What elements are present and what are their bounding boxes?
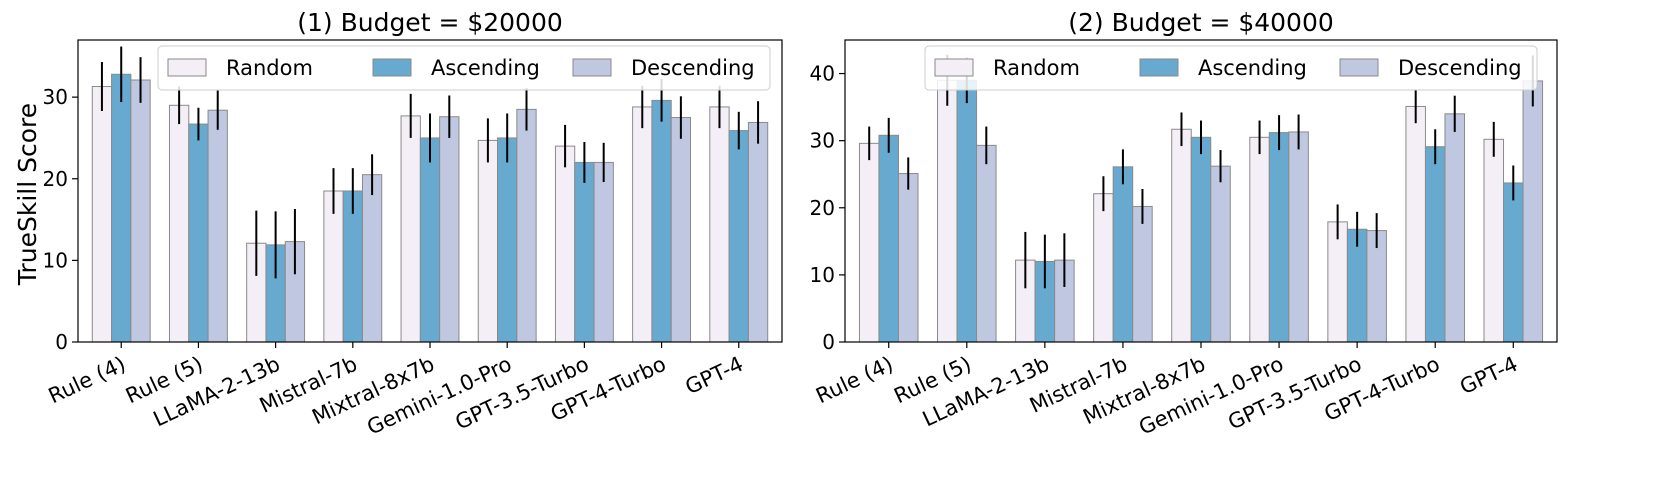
bar-ascending-rule-5: [188, 123, 209, 343]
y-tick-label: 20: [810, 196, 835, 220]
bar-random-gpt-3-5-turbo: [1327, 221, 1348, 343]
bar-ascending-gpt-3-5-turbo: [574, 161, 595, 343]
bar-descending-rule-4: [130, 79, 151, 343]
bar-ascending-mixtral-8x7b: [419, 137, 441, 343]
bar-random-mistral-7b: [1093, 193, 1114, 343]
chart-title: (1) Budget = $20000: [297, 8, 563, 37]
bar-ascending-gemini-1-0-pro: [1268, 132, 1290, 343]
legend-swatch-descending: [572, 58, 612, 77]
bar-ascending-gpt-4-turbo: [651, 99, 672, 343]
legend-swatch-descending: [1339, 58, 1379, 77]
y-tick-label: 10: [43, 248, 68, 272]
bar-descending-rule-5: [207, 109, 228, 343]
bar-descending-gpt-4-turbo: [670, 117, 692, 343]
x-tick-label: GPT-4: [1456, 352, 1521, 399]
bar-ascending-gemini-1-0-pro: [497, 137, 518, 343]
bar-random-rule-5: [937, 79, 958, 343]
bar-ascending-gpt-4: [728, 130, 749, 343]
bar-random-gemini-1-0-pro: [477, 139, 499, 343]
legend: [924, 45, 1538, 91]
bar-random-mixtral-8x7b: [400, 115, 421, 343]
bar-random-rule-4: [91, 86, 113, 343]
y-tick-label: 20: [43, 167, 68, 191]
x-tick-label: GPT-4: [682, 352, 747, 399]
bar-descending-rule-5: [976, 144, 997, 343]
legend-label-descending: Descending: [1398, 56, 1522, 80]
bar-ascending-gpt-4-turbo: [1424, 146, 1446, 343]
legend-swatch-random: [167, 58, 207, 77]
bar-descending-gpt-3-5-turbo: [593, 161, 614, 343]
bar-random-mixtral-8x7b: [1171, 128, 1192, 343]
legend: [157, 45, 771, 91]
bar-descending-mistral-7b: [361, 174, 383, 343]
chart-title: (2) Budget = $40000: [1068, 8, 1334, 37]
y-tick-label: 0: [55, 330, 68, 354]
y-axis-label: TrueSkill Score: [13, 103, 42, 286]
bar-descending-mixtral-8x7b: [439, 116, 460, 343]
bar-random-rule-4: [858, 142, 880, 343]
bar-ascending-mistral-7b: [1112, 166, 1134, 343]
legend-swatch-ascending: [372, 58, 412, 77]
bar-ascending-gpt-4: [1503, 182, 1524, 343]
y-tick-label: 30: [810, 129, 835, 153]
y-tick-label: 30: [43, 85, 68, 109]
y-tick-label: 0: [822, 330, 835, 354]
bar-descending-gemini-1-0-pro: [1288, 131, 1309, 343]
bar-descending-gpt-4-turbo: [1444, 113, 1465, 343]
x-tick-label: Rule (4): [812, 352, 897, 408]
legend-label-descending: Descending: [631, 56, 755, 80]
legend-label-ascending: Ascending: [431, 56, 540, 80]
y-tick-label: 10: [810, 263, 835, 287]
bar-ascending-mixtral-8x7b: [1190, 136, 1212, 343]
legend-label-random: Random: [993, 56, 1080, 80]
bar-ascending-rule-4: [878, 134, 899, 343]
bar-ascending-rule-5: [956, 79, 978, 343]
legend-label-ascending: Ascending: [1198, 56, 1307, 80]
bar-ascending-rule-4: [111, 73, 132, 343]
bar-descending-gpt-4: [1522, 80, 1544, 343]
bar-random-gpt-4-turbo: [632, 106, 653, 343]
bar-descending-mixtral-8x7b: [1210, 165, 1231, 343]
bar-descending-rule-4: [897, 173, 919, 343]
x-tick-label: Rule (4): [45, 352, 130, 408]
bar-random-gpt-3-5-turbo: [554, 145, 576, 343]
bar-random-gemini-1-0-pro: [1249, 136, 1270, 343]
bar-random-rule-5: [168, 104, 190, 343]
legend-swatch-ascending: [1139, 58, 1179, 77]
bar-random-gpt-4: [1483, 138, 1505, 343]
bar-descending-gpt-4: [747, 121, 769, 343]
bar-random-gpt-4: [709, 106, 730, 343]
legend-swatch-random: [934, 58, 974, 77]
legend-label-random: Random: [226, 56, 313, 80]
bar-descending-mistral-7b: [1132, 205, 1153, 343]
bar-random-gpt-4-turbo: [1405, 105, 1426, 343]
bar-descending-gemini-1-0-pro: [516, 108, 537, 343]
y-tick-label: 40: [810, 62, 835, 86]
